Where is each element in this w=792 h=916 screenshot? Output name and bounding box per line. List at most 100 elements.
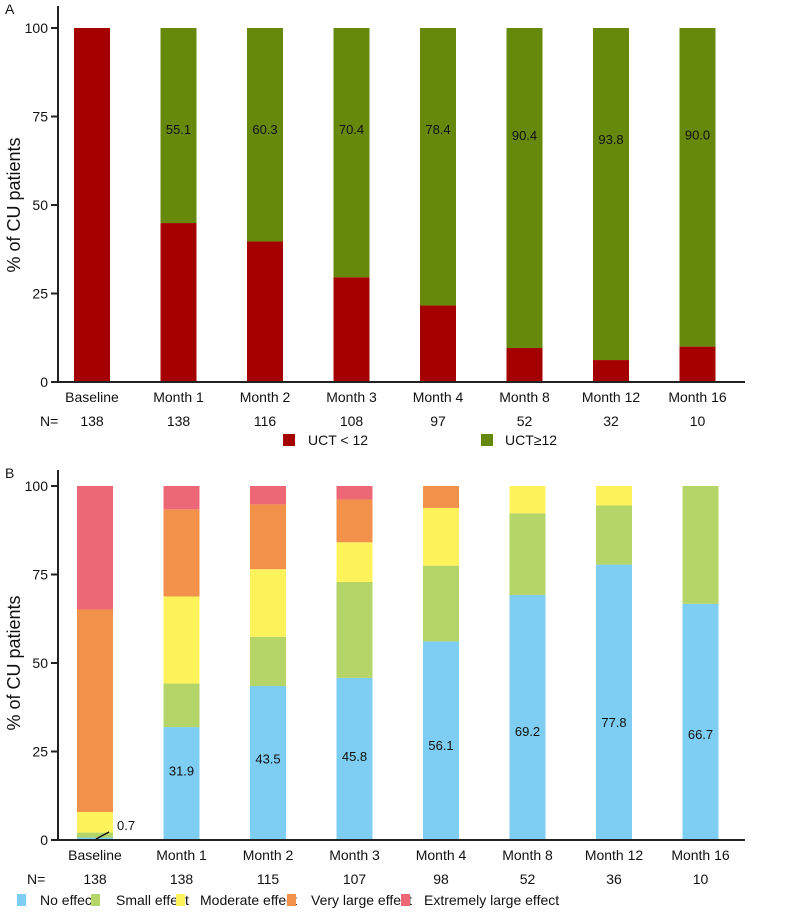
y-tick-label: 75 bbox=[32, 567, 48, 583]
bar-segment-uct-12 bbox=[506, 348, 543, 382]
data-label: 45.8 bbox=[342, 749, 367, 764]
data-label: 90.0 bbox=[685, 128, 710, 143]
data-label: 93.8 bbox=[598, 132, 623, 147]
data-label: 69.2 bbox=[515, 724, 540, 739]
y-tick-label: 0 bbox=[40, 374, 48, 390]
bar-segment-moderate-effect bbox=[163, 596, 200, 684]
bar-segment-uct-12 bbox=[74, 28, 110, 382]
bar-segment-extremely-large-effect bbox=[77, 486, 113, 610]
x-tick-label: Month 3 bbox=[326, 389, 377, 405]
bar-segment-uct-12 bbox=[247, 241, 283, 382]
n-value: 115 bbox=[257, 871, 280, 887]
n-value: 10 bbox=[693, 871, 709, 887]
bar-segment-moderate-effect bbox=[77, 812, 113, 833]
bar-segment-small-effect bbox=[77, 832, 113, 838]
bar-segment-no-effect bbox=[336, 677, 373, 840]
data-label: 56.1 bbox=[428, 738, 453, 753]
y-tick-label: 25 bbox=[32, 744, 48, 760]
legend-label: No effect bbox=[40, 892, 96, 908]
bar-segment-uct-12 bbox=[679, 28, 716, 347]
n-value: 138 bbox=[80, 413, 104, 429]
n-value: 138 bbox=[170, 871, 194, 887]
panel-label: B bbox=[5, 465, 14, 481]
x-tick-label: Month 2 bbox=[240, 389, 291, 405]
legend-label: Small effect bbox=[116, 892, 189, 908]
bar-segment-uct-12 bbox=[160, 28, 197, 224]
bar-segment-moderate-effect bbox=[423, 507, 459, 566]
y-tick-label: 100 bbox=[25, 20, 49, 36]
bar-segment-very-large-effect bbox=[77, 609, 113, 813]
data-label: 31.9 bbox=[169, 764, 194, 779]
bar-segment-small-effect bbox=[336, 581, 373, 678]
x-tick-label: Month 4 bbox=[416, 847, 467, 863]
bar-segment-extremely-large-effect bbox=[163, 486, 200, 510]
data-label: 77.8 bbox=[601, 715, 626, 730]
legend-swatch bbox=[283, 434, 295, 446]
bar-segment-no-effect bbox=[509, 595, 546, 840]
bar-segment-small-effect bbox=[596, 505, 632, 565]
legend-swatch bbox=[287, 894, 296, 906]
legend-swatch bbox=[17, 894, 26, 906]
legend-label: UCT≥12 bbox=[505, 432, 557, 448]
x-tick-label: Month 16 bbox=[671, 847, 730, 863]
bar-segment-extremely-large-effect bbox=[336, 486, 373, 500]
y-tick-label: 100 bbox=[25, 478, 49, 494]
x-tick-label: Month 8 bbox=[502, 847, 553, 863]
x-tick-label: Month 1 bbox=[153, 389, 204, 405]
x-tick-label: Month 12 bbox=[582, 389, 641, 405]
bar-segment-very-large-effect bbox=[423, 486, 459, 508]
bar-segment-moderate-effect bbox=[250, 569, 286, 637]
n-value: 32 bbox=[603, 413, 619, 429]
n-value: 36 bbox=[606, 871, 622, 887]
x-tick-label: Month 2 bbox=[243, 847, 294, 863]
x-tick-label: Month 4 bbox=[413, 389, 464, 405]
y-tick-label: 75 bbox=[32, 109, 48, 125]
bar-segment-small-effect bbox=[682, 486, 719, 604]
bar-segment-uct-12 bbox=[679, 346, 716, 382]
bar-segment-uct-12 bbox=[247, 28, 283, 242]
bar-segment-uct-12 bbox=[593, 360, 629, 382]
bar-segment-no-effect bbox=[250, 686, 286, 840]
n-value: 116 bbox=[254, 413, 277, 429]
y-tick-label: 50 bbox=[32, 655, 48, 671]
bar-segment-uct-12 bbox=[420, 305, 456, 382]
data-label: 55.1 bbox=[166, 122, 191, 137]
y-axis-label: % of CU patients bbox=[4, 595, 24, 730]
bar-segment-no-effect bbox=[682, 603, 719, 840]
bar-segment-uct-12 bbox=[506, 28, 543, 349]
data-label: 66.7 bbox=[688, 727, 713, 742]
bar-segment-moderate-effect bbox=[336, 542, 373, 582]
bar-segment-small-effect bbox=[509, 513, 546, 596]
bar-segment-moderate-effect bbox=[509, 486, 546, 514]
bar-segment-uct-12 bbox=[160, 223, 197, 382]
y-tick-label: 0 bbox=[40, 832, 48, 848]
n-label: N= bbox=[40, 413, 58, 429]
n-value: 52 bbox=[520, 871, 536, 887]
n-value: 138 bbox=[83, 871, 107, 887]
bar-segment-no-effect bbox=[596, 564, 632, 840]
bar-segment-uct-12 bbox=[333, 28, 370, 278]
n-value: 97 bbox=[430, 413, 446, 429]
data-label: 43.5 bbox=[255, 751, 280, 766]
bar-segment-small-effect bbox=[423, 565, 459, 642]
bar-segment-moderate-effect bbox=[596, 486, 632, 506]
x-tick-label: Baseline bbox=[68, 847, 122, 863]
data-label: 0.7 bbox=[117, 818, 135, 833]
bar-segment-uct-12 bbox=[420, 28, 456, 306]
x-tick-label: Month 12 bbox=[585, 847, 644, 863]
bar-segment-uct-12 bbox=[333, 277, 370, 382]
bar-segment-no-effect bbox=[77, 837, 113, 840]
bar-segment-no-effect bbox=[163, 727, 200, 840]
legend-label: Moderate effect bbox=[200, 892, 297, 908]
legend-swatch bbox=[91, 894, 100, 906]
legend-swatch bbox=[401, 894, 410, 906]
legend-label: Very large effect bbox=[311, 892, 412, 908]
y-tick-label: 25 bbox=[32, 286, 48, 302]
legend-label: UCT < 12 bbox=[308, 432, 368, 448]
n-label: N= bbox=[27, 871, 45, 887]
bar-segment-extremely-large-effect bbox=[250, 486, 286, 505]
n-value: 138 bbox=[167, 413, 191, 429]
data-label: 78.4 bbox=[425, 122, 450, 137]
bar-segment-uct-12 bbox=[593, 28, 629, 361]
n-value: 108 bbox=[340, 413, 364, 429]
